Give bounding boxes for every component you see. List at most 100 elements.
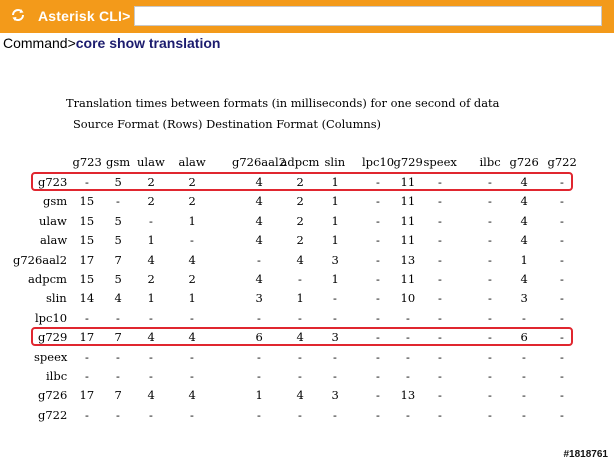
table-cell: 2 <box>188 175 196 189</box>
row-label-g729: g729 <box>38 330 68 345</box>
column-header-g722: g722 <box>547 155 577 169</box>
table-cell: 2 <box>296 213 304 228</box>
table-cell: 13 <box>400 388 416 403</box>
table-cell: 4 <box>188 330 196 345</box>
table-cell: - <box>406 349 410 364</box>
table-cell: - <box>85 407 89 422</box>
table-cell: 4 <box>255 213 263 228</box>
column-header-lpc10: lpc10 <box>362 155 395 169</box>
watermark: #1818761 <box>563 449 609 460</box>
table-cell: 15 <box>79 233 95 248</box>
cli-command-input[interactable] <box>134 6 602 26</box>
table-cell: - <box>257 369 261 383</box>
table-cell: - <box>438 369 442 383</box>
table-cell: - <box>438 291 442 306</box>
table-cell: 6 <box>255 330 263 345</box>
table-cell: 1 <box>188 213 196 228</box>
table-cell: - <box>333 407 337 422</box>
table-cell: 14 <box>79 291 95 306</box>
table-cell: - <box>406 330 410 345</box>
table-cell: - <box>406 407 410 422</box>
table-cell: 11 <box>400 213 416 228</box>
table-cell: 1 <box>331 194 339 209</box>
cli-toolbar: Asterisk CLI> <box>0 0 614 33</box>
table-cell: 13 <box>400 252 416 267</box>
table-cell: - <box>560 407 564 422</box>
table-cell: - <box>488 291 492 306</box>
table-cell: 5 <box>114 213 122 228</box>
command-line: Command>core show translation <box>3 35 220 51</box>
table-cell: 3 <box>520 291 528 306</box>
table-cell: 3 <box>331 388 339 403</box>
table-cell: - <box>298 407 302 422</box>
table-cell: 4 <box>147 388 155 403</box>
table-cell: 4 <box>255 233 263 248</box>
table-cell: - <box>116 349 120 364</box>
table-cell: - <box>149 369 153 383</box>
table-cell: 1 <box>296 291 304 306</box>
column-header-adpcm: adpcm <box>280 155 320 169</box>
table-cell: 4 <box>520 213 528 228</box>
table-cell: - <box>116 194 120 209</box>
table-cell: 17 <box>79 388 95 403</box>
table-cell: - <box>149 213 153 228</box>
table-cell: - <box>488 233 492 248</box>
table-cell: - <box>376 349 380 364</box>
table-cell: - <box>376 233 380 248</box>
highlight-box-g729 <box>31 327 573 347</box>
table-cell: 2 <box>147 175 155 189</box>
table-cell: - <box>190 233 194 248</box>
column-header-ulaw: ulaw <box>137 155 165 169</box>
table-cell: - <box>560 272 564 286</box>
table-cell: - <box>376 369 380 383</box>
table-cell: 1 <box>331 175 339 189</box>
table-cell: 17 <box>79 330 95 345</box>
table-cell: 4 <box>188 388 196 403</box>
table-cell: - <box>438 349 442 364</box>
table-cell: 11 <box>400 272 416 286</box>
table-cell: 1 <box>147 291 155 306</box>
table-cell: - <box>560 388 564 403</box>
table-cell: - <box>488 194 492 209</box>
table-cell: - <box>333 369 337 383</box>
command-prompt: Command> <box>3 35 76 51</box>
table-cell: - <box>560 233 564 248</box>
table-cell: - <box>190 407 194 422</box>
table-cell: - <box>560 349 564 364</box>
table-cell: - <box>85 369 89 383</box>
table-cell: - <box>257 252 261 267</box>
table-cell: - <box>298 349 302 364</box>
table-cell: - <box>116 407 120 422</box>
row-label-gsm: gsm <box>43 194 68 209</box>
table-cell: - <box>438 233 442 248</box>
table-cell: - <box>488 310 492 325</box>
table-cell: - <box>438 194 442 209</box>
table-cell: 1 <box>331 272 339 286</box>
table-cell: 4 <box>520 175 528 189</box>
table-cell: - <box>116 310 120 325</box>
table-cell: 1 <box>147 233 155 248</box>
table-cell: - <box>522 310 526 325</box>
table-cell: 4 <box>255 272 263 286</box>
refresh-icon[interactable] <box>10 7 26 23</box>
column-header-gsm: gsm <box>106 155 131 169</box>
table-cell: - <box>116 369 120 383</box>
table-cell: 3 <box>255 291 263 306</box>
table-cell: - <box>488 407 492 422</box>
table-cell: 4 <box>520 233 528 248</box>
table-cell: 1 <box>188 291 196 306</box>
table-cell: - <box>488 175 492 189</box>
table-cell: - <box>438 272 442 286</box>
table-cell: - <box>376 330 380 345</box>
table-cell: - <box>438 213 442 228</box>
table-cell: 7 <box>114 388 122 403</box>
table-cell: 4 <box>296 388 304 403</box>
table-cell: - <box>438 407 442 422</box>
row-label-adpcm: adpcm <box>28 272 67 286</box>
column-header-g726aal2: g726aal2 <box>232 155 287 169</box>
table-cell: - <box>376 213 380 228</box>
table-cell: - <box>257 310 261 325</box>
table-cell: - <box>488 213 492 228</box>
table-cell: 4 <box>114 291 122 306</box>
cli-title: Asterisk CLI> <box>38 8 131 24</box>
